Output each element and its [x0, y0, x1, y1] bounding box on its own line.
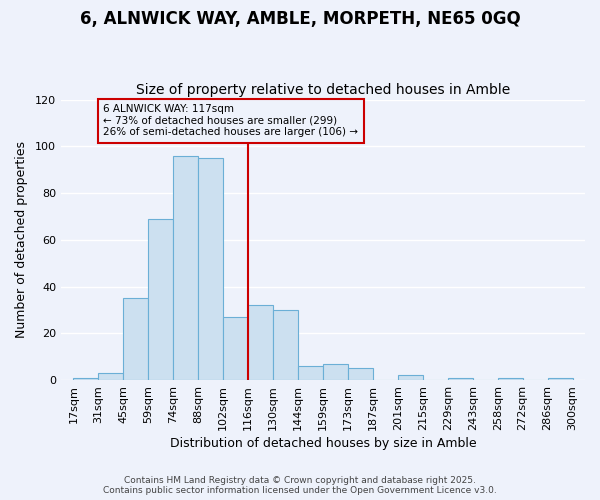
Bar — [173, 156, 198, 380]
Text: Contains HM Land Registry data © Crown copyright and database right 2025.
Contai: Contains HM Land Registry data © Crown c… — [103, 476, 497, 495]
Bar — [98, 373, 124, 380]
Bar — [497, 378, 523, 380]
Text: 6 ALNWICK WAY: 117sqm
← 73% of detached houses are smaller (299)
26% of semi-det: 6 ALNWICK WAY: 117sqm ← 73% of detached … — [103, 104, 358, 138]
Bar — [298, 366, 323, 380]
Bar — [348, 368, 373, 380]
Title: Size of property relative to detached houses in Amble: Size of property relative to detached ho… — [136, 83, 510, 97]
Bar — [398, 376, 423, 380]
X-axis label: Distribution of detached houses by size in Amble: Distribution of detached houses by size … — [170, 437, 476, 450]
Bar — [223, 317, 248, 380]
Bar — [273, 310, 298, 380]
Bar — [548, 378, 572, 380]
Text: 6, ALNWICK WAY, AMBLE, MORPETH, NE65 0GQ: 6, ALNWICK WAY, AMBLE, MORPETH, NE65 0GQ — [80, 10, 520, 28]
Bar — [124, 298, 148, 380]
Bar — [148, 219, 173, 380]
Bar — [73, 378, 98, 380]
Bar — [198, 158, 223, 380]
Bar — [323, 364, 348, 380]
Y-axis label: Number of detached properties: Number of detached properties — [15, 142, 28, 338]
Bar — [448, 378, 473, 380]
Bar — [248, 306, 273, 380]
